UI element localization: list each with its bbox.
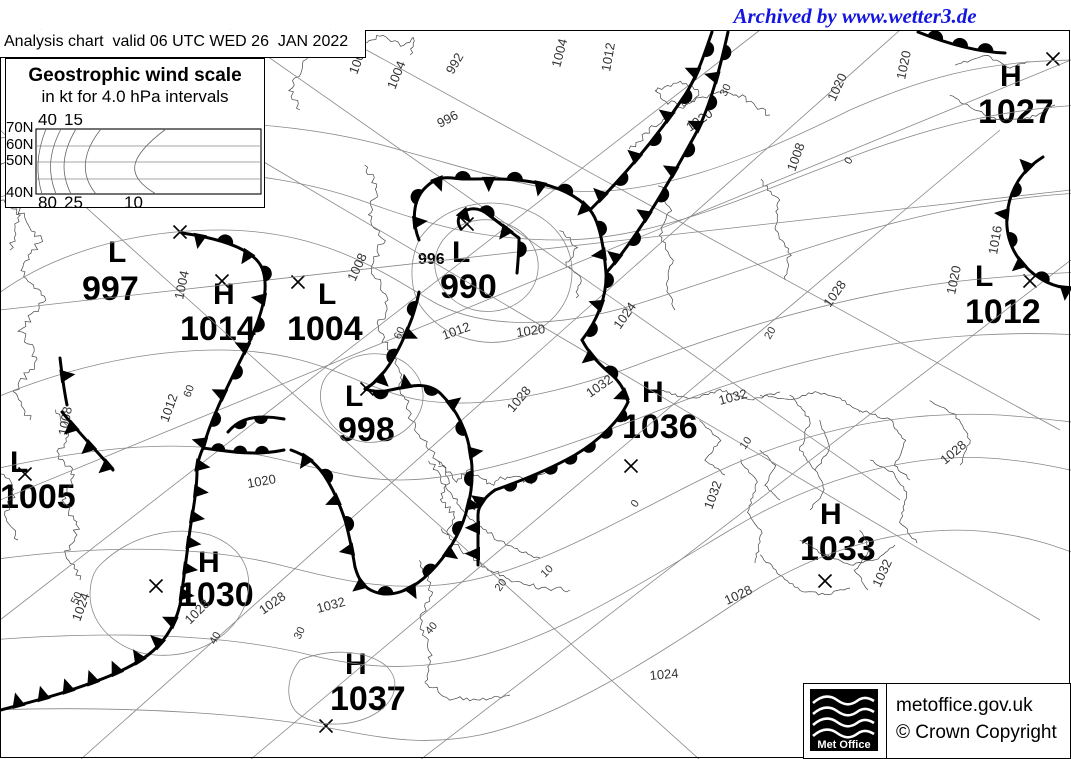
svg-text:70N: 70N bbox=[6, 119, 34, 136]
svg-text:60N: 60N bbox=[6, 136, 34, 153]
svg-text:Met Office: Met Office bbox=[817, 739, 870, 751]
svg-text:80: 80 bbox=[38, 193, 57, 209]
svg-text:15: 15 bbox=[64, 114, 83, 129]
svg-text:40: 40 bbox=[38, 114, 57, 129]
svg-text:40N: 40N bbox=[6, 184, 34, 201]
svg-text:10: 10 bbox=[124, 193, 143, 209]
svg-text:50N: 50N bbox=[6, 152, 34, 169]
svg-text:25: 25 bbox=[64, 193, 83, 209]
